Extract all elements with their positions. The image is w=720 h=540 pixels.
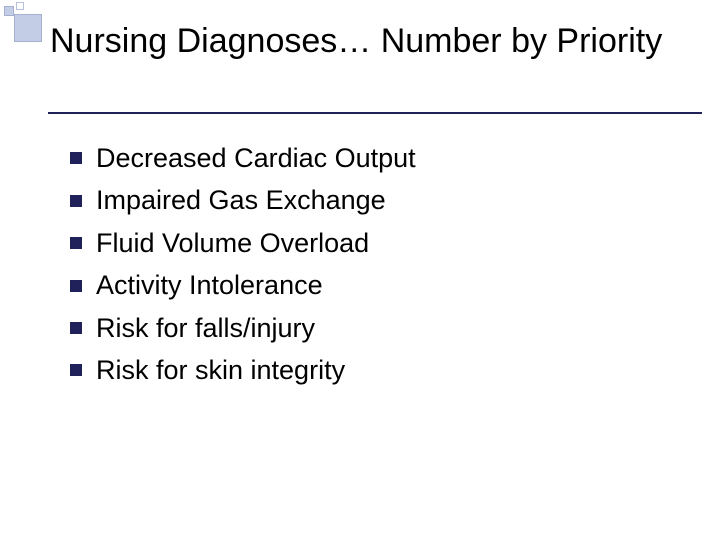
bullet-square-icon bbox=[70, 195, 82, 207]
slide-body: Decreased Cardiac Output Impaired Gas Ex… bbox=[70, 140, 680, 395]
list-item-text: Impaired Gas Exchange bbox=[96, 182, 386, 218]
bullet-square-icon bbox=[70, 237, 82, 249]
list-item-text: Decreased Cardiac Output bbox=[96, 140, 416, 176]
list-item-text: Risk for falls/injury bbox=[96, 310, 315, 346]
deco-square-icon bbox=[16, 2, 24, 10]
list-item: Risk for falls/injury bbox=[70, 310, 680, 346]
deco-square-icon bbox=[4, 6, 14, 16]
deco-square-icon bbox=[14, 14, 42, 42]
list-item-text: Activity Intolerance bbox=[96, 267, 323, 303]
list-item: Activity Intolerance bbox=[70, 267, 680, 303]
bullet-square-icon bbox=[70, 364, 82, 376]
corner-decoration bbox=[0, 0, 46, 46]
list-item-text: Fluid Volume Overload bbox=[96, 225, 369, 261]
slide: Nursing Diagnoses… Number by Priority De… bbox=[0, 0, 720, 540]
list-item: Fluid Volume Overload bbox=[70, 225, 680, 261]
list-item: Decreased Cardiac Output bbox=[70, 140, 680, 176]
bullet-square-icon bbox=[70, 322, 82, 334]
list-item-text: Risk for skin integrity bbox=[96, 352, 345, 388]
bullet-square-icon bbox=[70, 152, 82, 164]
list-item: Risk for skin integrity bbox=[70, 352, 680, 388]
title-rule bbox=[48, 112, 702, 114]
bullet-square-icon bbox=[70, 280, 82, 292]
slide-title: Nursing Diagnoses… Number by Priority bbox=[50, 20, 690, 63]
list-item: Impaired Gas Exchange bbox=[70, 182, 680, 218]
